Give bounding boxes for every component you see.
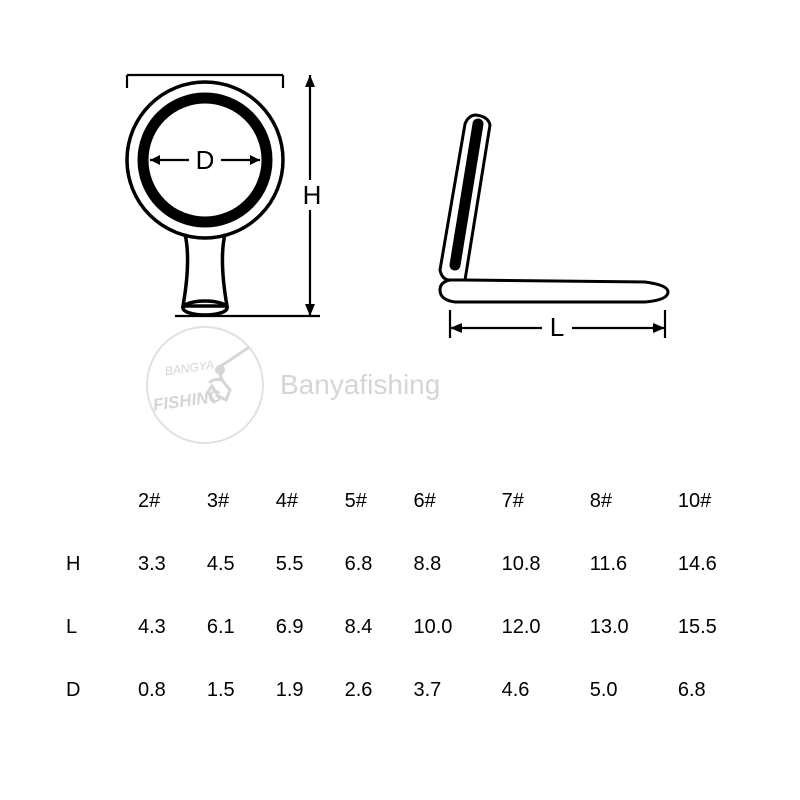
col-header: 6#: [408, 470, 496, 533]
cell: 4.6: [496, 659, 584, 722]
cell: 1.5: [201, 659, 270, 722]
label-D: D: [196, 145, 215, 175]
cell: 5.5: [270, 533, 339, 596]
cell: 8.8: [408, 533, 496, 596]
col-header: 7#: [496, 470, 584, 533]
col-header: 10#: [672, 470, 760, 533]
label-L: L: [550, 312, 564, 342]
cell: 13.0: [584, 596, 672, 659]
col-header: 5#: [339, 470, 408, 533]
table-row: D 0.8 1.5 1.9 2.6 3.7 4.6 5.0 6.8: [60, 659, 760, 722]
size-table: 2# 3# 4# 5# 6# 7# 8# 10# H 3.3 4.5 5.5 6…: [60, 470, 760, 722]
cell: 10.8: [496, 533, 584, 596]
col-header: 2#: [132, 470, 201, 533]
cell: 6.8: [339, 533, 408, 596]
row-label: L: [60, 596, 132, 659]
side-view-diagram: L: [420, 110, 700, 375]
col-header: 8#: [584, 470, 672, 533]
table-header-row: 2# 3# 4# 5# 6# 7# 8# 10#: [60, 470, 760, 533]
col-header: 4#: [270, 470, 339, 533]
cell: 6.8: [672, 659, 760, 722]
cell: 5.0: [584, 659, 672, 722]
cell: 6.1: [201, 596, 270, 659]
cell: 4.5: [201, 533, 270, 596]
cell: 3.3: [132, 533, 201, 596]
cell: 4.3: [132, 596, 201, 659]
table-row: H 3.3 4.5 5.5 6.8 8.8 10.8 11.6 14.6: [60, 533, 760, 596]
cell: 1.9: [270, 659, 339, 722]
cell: 15.5: [672, 596, 760, 659]
row-label: H: [60, 533, 132, 596]
row-label: D: [60, 659, 132, 722]
table-row: L 4.3 6.1 6.9 8.4 10.0 12.0 13.0 15.5: [60, 596, 760, 659]
front-view-diagram: D H: [105, 70, 365, 365]
cell: 11.6: [584, 533, 672, 596]
cell: 0.8: [132, 659, 201, 722]
cell: 14.6: [672, 533, 760, 596]
cell: 8.4: [339, 596, 408, 659]
diagram-area: D H: [0, 70, 800, 400]
cell: 3.7: [408, 659, 496, 722]
col-header: 3#: [201, 470, 270, 533]
label-H: H: [303, 180, 322, 210]
cell: 2.6: [339, 659, 408, 722]
cell: 12.0: [496, 596, 584, 659]
cell: 10.0: [408, 596, 496, 659]
cell: 6.9: [270, 596, 339, 659]
